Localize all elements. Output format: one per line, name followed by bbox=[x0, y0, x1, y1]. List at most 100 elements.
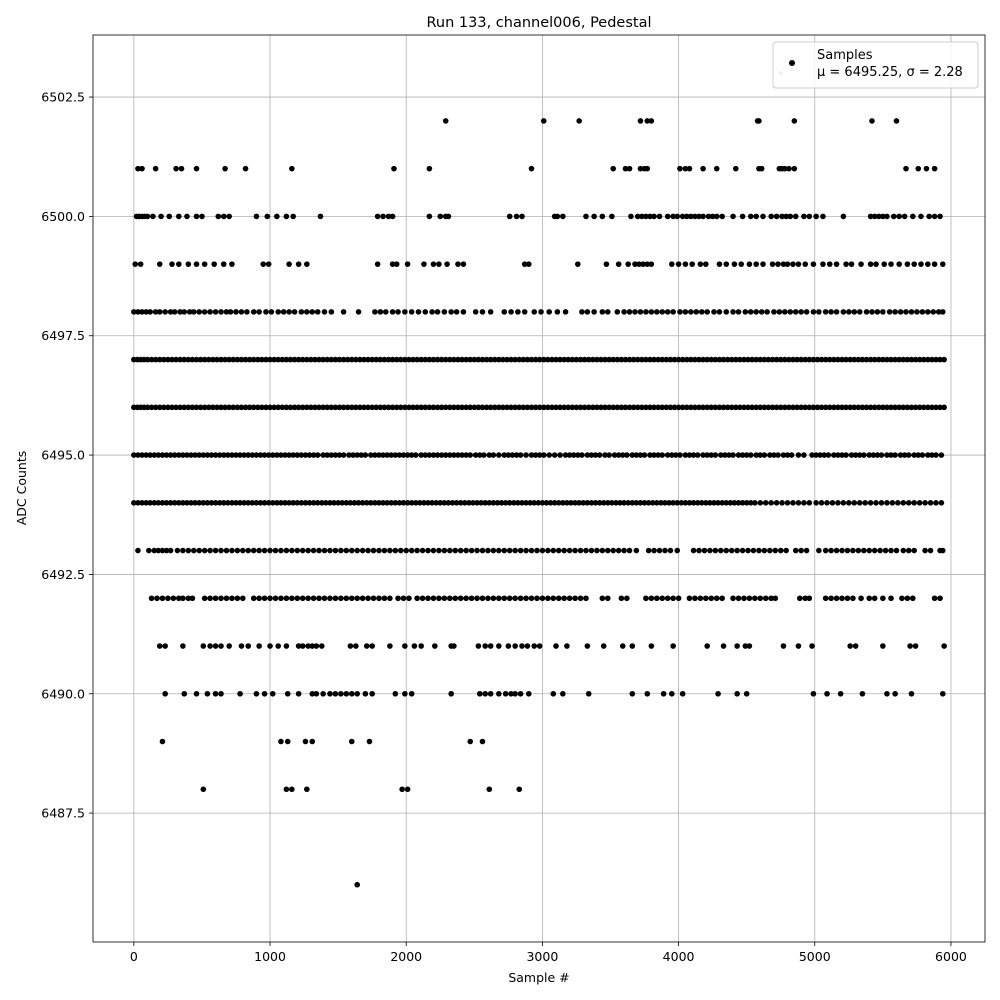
data-point bbox=[261, 452, 268, 458]
data-point bbox=[414, 356, 420, 363]
data-point bbox=[354, 690, 361, 697]
data-point bbox=[809, 452, 815, 458]
data-point bbox=[257, 500, 264, 506]
data-point bbox=[611, 452, 618, 458]
data-point bbox=[196, 309, 203, 315]
data-point bbox=[730, 595, 736, 602]
data-point bbox=[283, 643, 290, 649]
data-point bbox=[679, 690, 686, 697]
data-point bbox=[643, 356, 649, 363]
data-point bbox=[560, 690, 566, 697]
data-point bbox=[347, 500, 354, 506]
data-point bbox=[708, 595, 715, 602]
data-point bbox=[707, 547, 713, 554]
data-point bbox=[479, 309, 486, 315]
data-point bbox=[204, 690, 211, 697]
data-point bbox=[539, 500, 546, 506]
data-point bbox=[697, 595, 704, 602]
data-point bbox=[400, 500, 407, 506]
data-point bbox=[663, 356, 670, 363]
data-point bbox=[310, 452, 317, 458]
data-point bbox=[201, 356, 208, 363]
data-point bbox=[912, 643, 919, 649]
data-point bbox=[901, 452, 908, 458]
data-point bbox=[242, 165, 249, 172]
data-point bbox=[291, 309, 298, 315]
data-point bbox=[941, 643, 947, 649]
data-point bbox=[479, 738, 486, 745]
data-point bbox=[730, 213, 736, 220]
data-point bbox=[155, 500, 162, 506]
data-point bbox=[376, 547, 382, 554]
data-point bbox=[411, 643, 418, 649]
data-point bbox=[188, 500, 194, 506]
data-point bbox=[151, 452, 158, 458]
data-point bbox=[400, 452, 407, 458]
data-point bbox=[856, 452, 863, 458]
data-point bbox=[442, 452, 449, 458]
data-point bbox=[487, 643, 494, 649]
data-point bbox=[346, 452, 352, 458]
data-point bbox=[451, 404, 457, 411]
data-point bbox=[557, 452, 563, 458]
data-point bbox=[656, 213, 663, 220]
data-point bbox=[659, 452, 666, 458]
data-point bbox=[320, 356, 326, 363]
data-point bbox=[274, 452, 280, 458]
data-point bbox=[278, 500, 284, 506]
data-point bbox=[139, 500, 145, 506]
data-point bbox=[426, 452, 433, 458]
data-point bbox=[186, 309, 193, 315]
data-point bbox=[731, 500, 738, 506]
data-point bbox=[783, 213, 789, 220]
data-point bbox=[645, 500, 652, 506]
data-point bbox=[555, 547, 562, 554]
data-point bbox=[903, 309, 909, 315]
data-point bbox=[624, 595, 630, 602]
data-point bbox=[867, 261, 874, 267]
data-point bbox=[705, 213, 712, 220]
data-point bbox=[875, 213, 882, 220]
data-point bbox=[941, 356, 947, 363]
data-point bbox=[690, 547, 697, 554]
data-point bbox=[485, 547, 491, 554]
data-point bbox=[516, 404, 523, 411]
y-axis-label: ADC Counts bbox=[14, 451, 29, 526]
data-point bbox=[275, 404, 282, 411]
data-point bbox=[798, 547, 804, 554]
data-point bbox=[363, 500, 370, 506]
data-point bbox=[795, 452, 802, 458]
data-point bbox=[585, 690, 592, 697]
data-point bbox=[162, 309, 168, 315]
data-point bbox=[890, 213, 897, 220]
data-point bbox=[408, 690, 415, 697]
data-point bbox=[775, 452, 781, 458]
data-point bbox=[686, 595, 693, 602]
data-point bbox=[694, 452, 701, 458]
data-point bbox=[584, 500, 591, 506]
data-point bbox=[402, 690, 408, 697]
data-point bbox=[229, 595, 235, 602]
data-point bbox=[762, 595, 769, 602]
data-point bbox=[404, 786, 411, 793]
data-point bbox=[918, 213, 924, 220]
data-point bbox=[919, 452, 926, 458]
data-point bbox=[171, 500, 178, 506]
data-point bbox=[889, 500, 896, 506]
data-point bbox=[639, 404, 645, 411]
data-point bbox=[491, 356, 498, 363]
data-point bbox=[147, 500, 153, 506]
data-point bbox=[589, 356, 596, 363]
data-point bbox=[572, 595, 578, 602]
data-point bbox=[513, 213, 520, 220]
data-point bbox=[647, 356, 653, 363]
data-point bbox=[502, 690, 509, 697]
data-point bbox=[896, 356, 902, 363]
data-point bbox=[139, 309, 145, 315]
data-point bbox=[223, 547, 230, 554]
data-point bbox=[900, 356, 907, 363]
data-point bbox=[519, 500, 525, 506]
data-point bbox=[708, 356, 715, 363]
data-point bbox=[434, 309, 441, 315]
data-point bbox=[207, 309, 213, 315]
